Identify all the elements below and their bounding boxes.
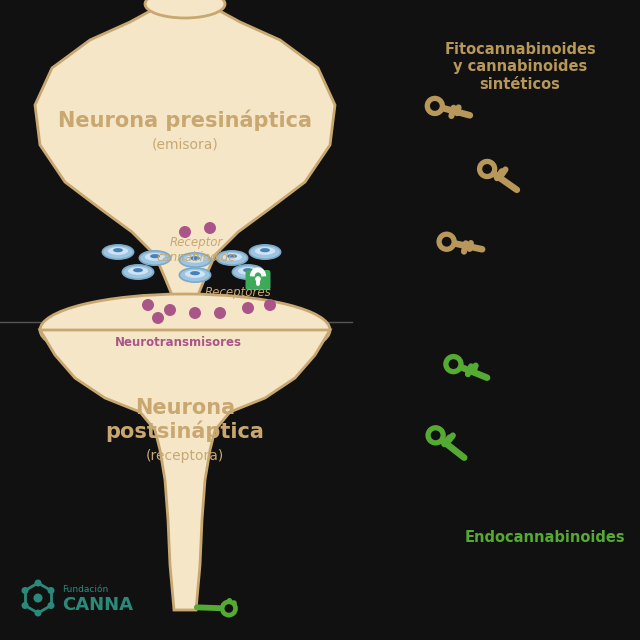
Circle shape [424, 96, 445, 116]
Ellipse shape [179, 253, 211, 267]
Ellipse shape [238, 267, 258, 275]
Ellipse shape [150, 254, 160, 259]
Text: (emisora): (emisora) [152, 138, 218, 152]
Ellipse shape [190, 271, 200, 275]
Circle shape [220, 600, 238, 618]
Circle shape [35, 579, 42, 586]
Circle shape [22, 587, 29, 594]
Circle shape [436, 232, 457, 252]
Circle shape [442, 237, 452, 246]
Ellipse shape [260, 248, 270, 252]
Circle shape [47, 602, 54, 609]
Circle shape [449, 359, 458, 369]
Ellipse shape [227, 254, 237, 259]
Ellipse shape [113, 248, 123, 252]
Circle shape [426, 425, 446, 445]
Ellipse shape [185, 270, 205, 278]
Circle shape [47, 587, 54, 594]
Text: Neurotransmisores: Neurotransmisores [115, 336, 241, 349]
Circle shape [430, 101, 440, 111]
Ellipse shape [128, 267, 148, 275]
Ellipse shape [190, 256, 200, 260]
Circle shape [214, 307, 226, 319]
Ellipse shape [243, 268, 253, 272]
Ellipse shape [108, 247, 128, 255]
Ellipse shape [216, 251, 248, 265]
Ellipse shape [255, 247, 275, 255]
Circle shape [264, 299, 276, 311]
Polygon shape [35, 4, 335, 302]
Text: Fitocannabinoides
y cannabinoides
sintéticos: Fitocannabinoides y cannabinoides sintét… [444, 42, 596, 92]
Circle shape [204, 222, 216, 234]
Text: Neurona
postsináptica: Neurona postsináptica [106, 397, 264, 442]
Ellipse shape [122, 265, 154, 279]
Ellipse shape [232, 265, 264, 279]
Ellipse shape [133, 268, 143, 272]
Ellipse shape [145, 253, 165, 261]
Circle shape [477, 159, 497, 179]
Circle shape [242, 302, 254, 314]
Circle shape [431, 431, 440, 440]
Circle shape [152, 312, 164, 324]
Ellipse shape [40, 294, 330, 366]
Circle shape [179, 226, 191, 238]
Text: Receptores: Receptores [205, 286, 271, 299]
Circle shape [22, 602, 29, 609]
Text: CANNA: CANNA [62, 596, 133, 614]
Circle shape [225, 604, 233, 613]
FancyBboxPatch shape [246, 270, 271, 290]
Ellipse shape [222, 253, 242, 261]
Ellipse shape [179, 268, 211, 282]
Ellipse shape [140, 251, 171, 265]
Circle shape [142, 299, 154, 311]
Circle shape [33, 593, 42, 602]
Text: Receptor
cannabinoide: Receptor cannabinoide [156, 236, 236, 264]
Text: Endocannabinoides: Endocannabinoides [465, 530, 625, 545]
Circle shape [35, 609, 42, 616]
Text: Neurona presináptica: Neurona presináptica [58, 109, 312, 131]
Ellipse shape [102, 245, 134, 259]
Ellipse shape [250, 245, 280, 259]
Circle shape [189, 307, 201, 319]
Circle shape [482, 164, 492, 174]
Ellipse shape [145, 0, 225, 18]
Circle shape [255, 276, 261, 282]
Text: Fundación: Fundación [62, 586, 108, 595]
Polygon shape [40, 330, 330, 610]
Ellipse shape [185, 255, 205, 263]
Circle shape [164, 304, 176, 316]
Text: (receptora): (receptora) [146, 449, 224, 463]
Circle shape [444, 354, 463, 374]
